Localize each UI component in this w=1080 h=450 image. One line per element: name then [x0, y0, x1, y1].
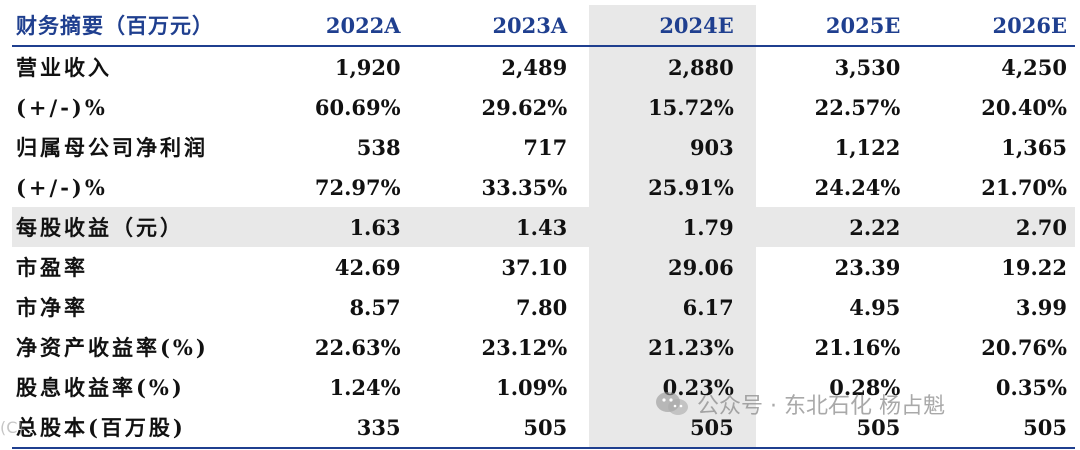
row-label: (+/-)%: [16, 94, 108, 120]
row-label: 净资产收益率(%): [16, 335, 209, 360]
cell-value: 42.69: [334, 254, 401, 280]
table-row: 市盈率 42.69 37.10 29.06 23.39 19.22: [12, 247, 1075, 287]
cell-value: 1.79: [575, 207, 742, 247]
table-row: 总股本(百万股) 335 505 505 505 505: [12, 407, 1075, 449]
table-row-shaded: 每股收益（元） 1.63 1.43 1.79 2.22 2.70: [12, 207, 1075, 247]
year-header: 2026E: [908, 5, 1075, 47]
cell-value: 335: [242, 407, 409, 449]
cell-value: 6.17: [682, 294, 734, 320]
row-label: 市盈率: [16, 255, 88, 280]
year-header: 2024E: [575, 5, 742, 47]
cell-value: 1,920: [334, 54, 401, 80]
watermark-left-mark: (C): [0, 418, 24, 437]
cell-value: 0.35%: [995, 374, 1067, 400]
financial-summary-table: 财务摘要（百万元） 2022A 2023A 2024E 2025E 2026E …: [12, 5, 1075, 449]
header-row: 财务摘要（百万元） 2022A 2023A 2024E 2025E 2026E: [12, 5, 1075, 47]
year-header: 2023A: [408, 5, 576, 47]
cell-value: 1,365: [1001, 134, 1067, 160]
watermark-text: 公众号 · 东北石化 杨占魁: [697, 394, 945, 419]
cell-value: 33.35%: [481, 174, 568, 200]
row-label: 股息收益率(%): [16, 375, 185, 400]
cell-value: 1.63: [242, 207, 409, 247]
cell-value: 29.62%: [481, 94, 568, 120]
year-header: 2022A: [242, 5, 409, 47]
cell-value: 0.28%: [829, 374, 901, 400]
cell-value: 20.40%: [981, 94, 1067, 120]
cell-value: 505: [741, 407, 909, 449]
table-row: 净资产收益率(%) 22.63% 23.12% 21.23% 21.16% 20…: [12, 327, 1075, 367]
row-label: (+/-)%: [16, 174, 108, 200]
table-row: (+/-)% 60.69% 29.62% 15.72% 22.57% 20.40…: [12, 87, 1075, 127]
cell-value: 23.39: [834, 254, 901, 280]
cell-value: 2.70: [908, 207, 1075, 247]
row-label: 营业收入: [16, 55, 112, 80]
cell-value: 4.95: [849, 294, 901, 320]
cell-value: 505: [908, 407, 1075, 449]
cell-value: 37.10: [501, 254, 568, 280]
cell-value: 2,880: [668, 54, 734, 80]
cell-value: 505: [408, 407, 576, 449]
cell-value: 7.80: [516, 294, 568, 320]
year-header: 2025E: [741, 5, 909, 47]
cell-value: 3,530: [834, 54, 901, 80]
row-label: 总股本(百万股): [12, 407, 242, 449]
table-row: (+/-)% 72.97% 33.35% 25.91% 24.24% 21.70…: [12, 167, 1075, 207]
cell-value: 3.99: [1015, 294, 1067, 320]
table-row: 股息收益率(%) 1.24% 1.09% 0.23% 0.28% 0.35%: [12, 367, 1075, 407]
cell-value: 25.91%: [648, 174, 734, 200]
cell-value: 22.57%: [814, 94, 901, 120]
watermark: 公众号 · 东北石化 杨占魁: [655, 388, 945, 420]
cell-value: 1,122: [834, 134, 901, 160]
cell-value: 2,489: [501, 54, 568, 80]
financial-summary-table-wrap: 财务摘要（百万元） 2022A 2023A 2024E 2025E 2026E …: [12, 5, 1075, 449]
cell-value: 20.76%: [981, 334, 1067, 360]
cell-value: 21.16%: [814, 334, 901, 360]
cell-value: 21.70%: [981, 174, 1067, 200]
cell-value: 903: [689, 134, 734, 160]
cell-value: 505: [575, 407, 742, 449]
cell-value: 717: [523, 134, 568, 160]
cell-value: 29.06: [668, 254, 734, 280]
table-row: 营业收入 1,920 2,489 2,880 3,530 4,250: [12, 46, 1075, 87]
cell-value: 21.23%: [648, 334, 734, 360]
cell-value: 23.12%: [481, 334, 568, 360]
cell-value: 1.24%: [329, 374, 401, 400]
row-label: 归属母公司净利润: [16, 135, 208, 160]
cell-value: 72.97%: [314, 174, 401, 200]
cell-value: 24.24%: [814, 174, 901, 200]
cell-value: 538: [356, 134, 401, 160]
cell-value: 4,250: [1001, 54, 1067, 80]
cell-value: 15.72%: [648, 94, 734, 120]
table-row: 归属母公司净利润 538 717 903 1,122 1,365: [12, 127, 1075, 167]
cell-value: 8.57: [349, 294, 401, 320]
wechat-icon: [655, 391, 689, 417]
row-label: 市净率: [16, 295, 88, 320]
table-row: 市净率 8.57 7.80 6.17 4.95 3.99: [12, 287, 1075, 327]
cell-value: 2.22: [741, 207, 909, 247]
cell-value: 1.09%: [496, 374, 568, 400]
table-title: 财务摘要（百万元）: [12, 5, 242, 47]
cell-value: 60.69%: [314, 94, 401, 120]
cell-value: 19.22: [1001, 254, 1067, 280]
cell-value: 22.63%: [314, 334, 401, 360]
row-label: 每股收益（元）: [12, 207, 242, 247]
cell-value: 1.43: [408, 207, 576, 247]
